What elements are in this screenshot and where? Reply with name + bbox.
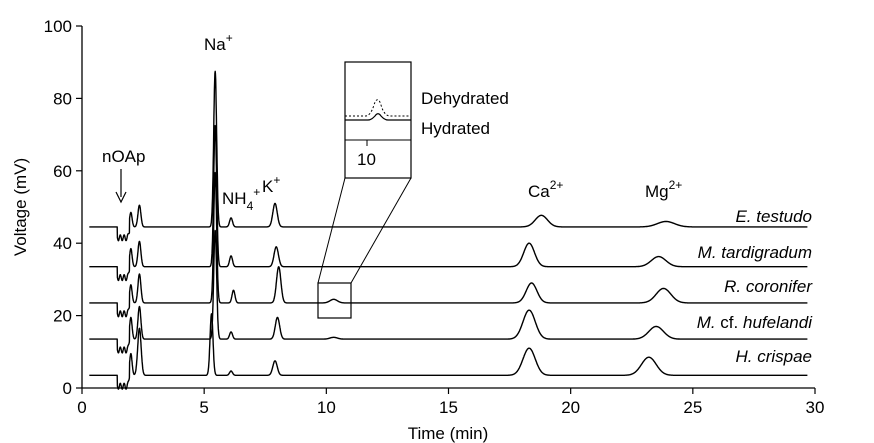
inset-connector-right <box>350 177 412 284</box>
x-axis-label: Time (min) <box>408 424 489 443</box>
y-tick-label: 0 <box>63 379 72 398</box>
inset-label-hydrated: Hydrated <box>421 119 490 138</box>
nOAp-annotation: nOAp <box>102 147 145 204</box>
y-tick-label: 80 <box>53 89 72 108</box>
y-tick-label: 100 <box>44 17 72 36</box>
species-label: R. coronifer <box>724 277 813 296</box>
x-tick-label: 0 <box>77 398 86 417</box>
y-tick-label: 60 <box>53 162 72 181</box>
trace-line <box>88 70 808 242</box>
inset-trace-hydrated <box>345 113 411 121</box>
ion-label: Mg2+ <box>645 178 682 201</box>
species-label: E. testudo <box>735 207 812 226</box>
traces <box>88 70 808 390</box>
ion-labels: Na+ NH4+ K+ Ca2+ Mg2+ <box>204 31 682 213</box>
y-tick-label: 20 <box>53 307 72 326</box>
species-labels: E. testudo M. tardigradum R. coronifer M. c… <box>697 207 814 366</box>
x-tick-label: 30 <box>806 398 825 417</box>
x-tick-label: 25 <box>683 398 702 417</box>
x-tick-label: 10 <box>317 398 336 417</box>
nOAp-arrow-head <box>115 191 127 204</box>
x-tick-label: 15 <box>439 398 458 417</box>
x-tick-label: 20 <box>561 398 580 417</box>
x-tick-label: 5 <box>199 398 208 417</box>
trace-line <box>88 171 808 318</box>
trace-line <box>88 229 808 354</box>
ion-label: Ca2+ <box>528 178 563 201</box>
y-axis-label: Voltage (mV) <box>11 158 30 256</box>
species-label: M. cf. hufelandi <box>697 313 814 332</box>
y-ticks: 0 20 40 60 80 100 <box>44 17 82 398</box>
trace-line <box>88 124 808 282</box>
ion-label: K+ <box>262 173 280 196</box>
species-label: H. crispae <box>735 347 812 366</box>
inset-connector-left <box>317 177 346 284</box>
nOAp-label: nOAp <box>102 147 145 166</box>
species-label: M. tardigradum <box>698 243 812 262</box>
ion-label: NH4+ <box>222 185 260 213</box>
ion-label: Na+ <box>204 31 233 54</box>
inset-zoom: 10 Dehydrated Hydrated <box>317 61 509 319</box>
inset-label-dehydrated: Dehydrated <box>421 89 509 108</box>
x-ticks: 0 5 10 15 20 25 30 <box>77 388 824 417</box>
inset-source-box <box>317 282 352 319</box>
y-tick-label: 40 <box>53 234 72 253</box>
inset-trace-dehydrated <box>345 99 411 117</box>
trace-line <box>88 313 808 390</box>
axes: 0 20 40 60 80 100 0 5 10 15 20 25 30 Voltage (mV) T… <box>11 17 824 443</box>
inset-tick-label: 10 <box>357 150 376 169</box>
